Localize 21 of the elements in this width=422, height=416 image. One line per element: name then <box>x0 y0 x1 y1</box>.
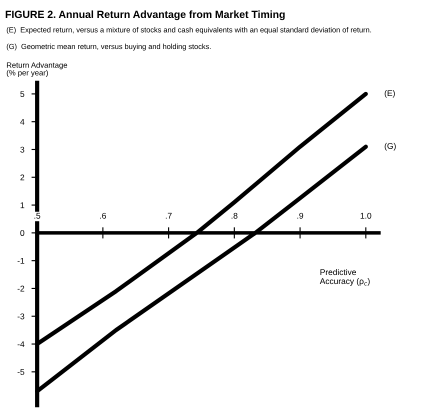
y-tick-label: -5 <box>18 369 24 375</box>
x-axis-title: Predictive Accuracy (ρ$_{c}$) <box>320 269 370 286</box>
y-tick-label: -1 <box>18 258 24 264</box>
x-tick-label: .6 <box>100 212 106 219</box>
chart-title: FIGURE 2. Annual Return Advantage from Market Timing <box>6 10 285 20</box>
y-tick-label: -4 <box>18 341 24 348</box>
x-tick-label: .5 <box>34 212 40 219</box>
y-tick-label: 4 <box>20 118 24 125</box>
x-tick-label: .9 <box>297 212 304 219</box>
y-tick-label: 2 <box>20 174 24 180</box>
text: (G) <box>384 142 396 151</box>
y-tick-label: -2 <box>18 286 24 292</box>
x-tick-label: .7 <box>166 212 172 219</box>
y-tick-label: 1 <box>20 202 24 208</box>
text: (E) <box>384 90 395 98</box>
y-tick-label: 3 <box>20 146 24 153</box>
y-tick-label: 0 <box>20 230 24 236</box>
x-tick-label: 1.0 <box>360 212 372 219</box>
y-tick-label: 5 <box>20 91 24 98</box>
x-tick-label: .8 <box>232 212 238 219</box>
y-tick-label: -3 <box>18 313 24 320</box>
